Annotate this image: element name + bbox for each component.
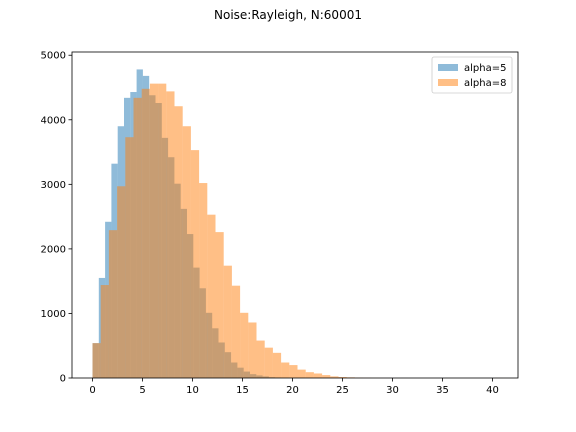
- x-tick-label: 5: [139, 385, 145, 396]
- bar: [133, 97, 142, 378]
- legend-swatch: [438, 64, 458, 71]
- x-tick-label: 20: [286, 385, 299, 396]
- bar: [248, 322, 257, 378]
- bar: [215, 232, 224, 378]
- bar: [92, 343, 101, 378]
- bar: [100, 285, 109, 378]
- y-tick-label: 0: [60, 374, 66, 385]
- bar: [190, 150, 200, 378]
- bar: [199, 183, 208, 378]
- legend-label: alpha=8: [464, 78, 506, 89]
- x-tick-label: 25: [336, 385, 349, 396]
- x-tick-label: 35: [436, 385, 449, 396]
- y-tick-label: 5000: [41, 51, 66, 62]
- bar: [281, 362, 290, 378]
- bar: [338, 377, 347, 378]
- bar: [272, 352, 282, 378]
- legend: alpha=5 alpha=8: [431, 56, 513, 94]
- bar: [182, 126, 191, 378]
- series-2: [92, 83, 503, 379]
- bar: [108, 230, 118, 378]
- bar: [223, 265, 232, 378]
- y-tick-label: 4000: [41, 115, 66, 126]
- plot-frame: [71, 51, 519, 379]
- y-tick-label: 2000: [41, 244, 66, 255]
- bar: [207, 214, 216, 378]
- bar: [240, 312, 249, 378]
- bar: [322, 375, 331, 378]
- axes-layer: 0 5 10 15 20 25 30 35 40 0 1000 2000 3000 4000 5000: [41, 51, 519, 396]
- legend-label: alpha=5: [464, 63, 506, 74]
- x-tick-label: 30: [386, 385, 399, 396]
- legend-swatch: [438, 79, 458, 86]
- y-tick-label: 1000: [41, 309, 66, 320]
- bar: [125, 137, 134, 378]
- bar: [231, 285, 241, 378]
- bar: [256, 340, 265, 378]
- x-tick-label: 15: [236, 385, 249, 396]
- bar: [313, 373, 323, 378]
- x-tick-label: 0: [89, 385, 95, 396]
- bar: [149, 83, 159, 378]
- bar: [174, 106, 183, 379]
- bar: [264, 347, 273, 378]
- x-tick-label: 10: [186, 385, 199, 396]
- chart-title: Noise:Rayleigh, N:60001: [214, 8, 362, 22]
- bar: [158, 83, 167, 378]
- bar: [305, 372, 314, 378]
- y-tick-label: 3000: [41, 180, 66, 191]
- bar: [289, 365, 298, 378]
- x-tick-label: 40: [486, 385, 499, 396]
- bar: [117, 186, 126, 378]
- bar: [141, 88, 150, 378]
- bars-layer: [92, 69, 503, 379]
- bar: [330, 376, 339, 378]
- bar: [166, 91, 175, 378]
- bar: [297, 369, 306, 378]
